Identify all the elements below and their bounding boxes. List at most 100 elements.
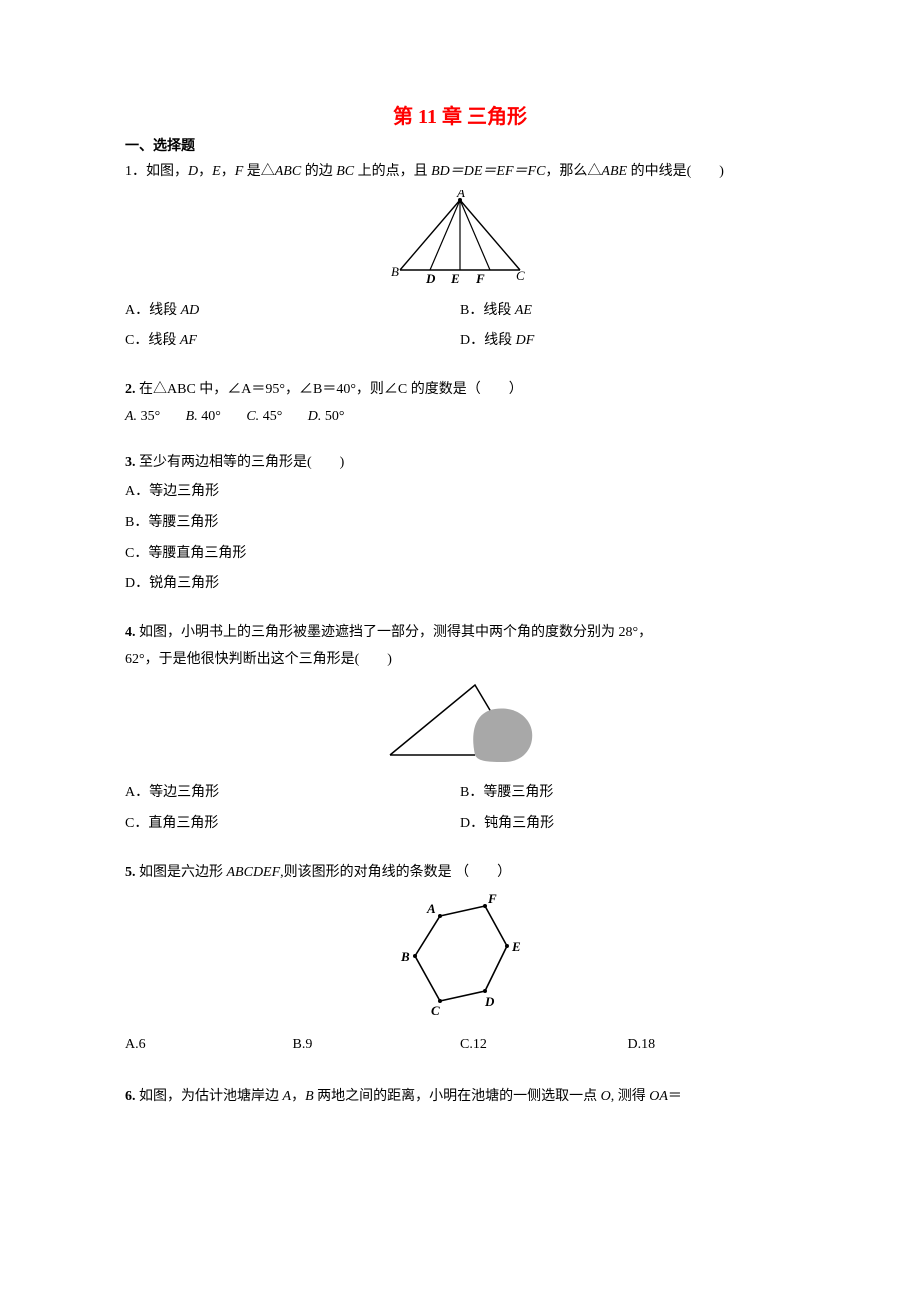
q6-comma: ， — [291, 1089, 305, 1104]
page: 第 11 章 三角形 一、选择题 1．如图，D，E，F 是△ABC 的边 BC … — [0, 0, 920, 1302]
question-6: 6. 如图，为估计池塘岸边 A，B 两地之间的距离，小明在池塘的一侧选取一点 O… — [125, 1084, 795, 1111]
svg-text:C: C — [516, 268, 525, 283]
question-3: 3. 至少有两边相等的三角形是( ) A．等边三角形 B．等腰三角形 C．等腰直… — [125, 450, 795, 600]
q2-opt-c: C. 45° — [246, 404, 282, 431]
q4-options: A．等边三角形 B．等腰三角形 C．直角三角形 D．钝角三角形 — [125, 778, 795, 840]
q5-opt-c: C.12 — [460, 1032, 628, 1059]
q4-opt-a: A．等边三角形 — [125, 778, 460, 809]
q3-opt-b: B．等腰三角形 — [125, 508, 795, 539]
q1-abe: ABE — [601, 164, 627, 179]
q5-num: 5. — [125, 865, 136, 880]
q2-d-lbl: D. — [308, 409, 322, 424]
question-4: 4. 如图，小明书上的三角形被墨迹遮挡了一部分，测得其中两个角的度数分别为 28… — [125, 620, 795, 840]
q2-a-lbl: A. — [125, 409, 137, 424]
q5-figure: A B C D E F — [125, 891, 795, 1026]
question-5: 5. 如图是六边形 ABCDEF,则该图形的对角线的条数是 （ ） A B C … — [125, 860, 795, 1058]
q1-opt-d: D．线段 DF — [460, 326, 795, 357]
q6-stem: 6. 如图，为估计池塘岸边 A，B 两地之间的距离，小明在池塘的一侧选取一点 O… — [125, 1084, 795, 1111]
q1-eq: BD＝DE＝EF＝FC — [431, 164, 545, 179]
question-2: 2. 在△ABC 中，∠A＝95°，∠B＝40°，则∠C 的度数是（ ） A. … — [125, 377, 795, 430]
q6-mid: 两地之间的距离，小明在池塘的一侧选取一点 — [314, 1089, 601, 1104]
q3-options: A．等边三角形 B．等腰三角形 C．等腰直角三角形 D．锐角三角形 — [125, 477, 795, 600]
q1-t1: 如图， — [146, 164, 188, 179]
q1-opt-a: A．线段 AD — [125, 296, 460, 327]
q6-b: B — [305, 1089, 314, 1104]
q1-m1: 是△ — [243, 164, 275, 179]
svg-text:F: F — [475, 271, 485, 285]
q2-b-lbl: B. — [186, 409, 198, 424]
q3-num: 3. — [125, 455, 136, 470]
q5-post: ,则该图形的对角线的条数是 （ ） — [280, 865, 511, 880]
page-title: 第 11 章 三角形 — [125, 100, 795, 129]
q2-b-txt: 40° — [201, 409, 221, 424]
q6-pre: 如图，为估计池塘岸边 — [136, 1089, 283, 1104]
q2-text: 在△ABC 中，∠A＝95°，∠B＝40°，则∠C 的度数是（ ） — [136, 382, 523, 397]
q1-opt-b: B．线段 AE — [460, 296, 795, 327]
q1-opt-b-it: AE — [515, 303, 532, 318]
q4-opt-d: D．钝角三角形 — [460, 809, 795, 840]
q4-opt-c: C．直角三角形 — [125, 809, 460, 840]
q1-m4: ，那么△ — [545, 164, 601, 179]
q6-oa: OA — [649, 1089, 668, 1104]
q1-c2: ， — [221, 164, 235, 179]
q5-opt-d: D.18 — [628, 1032, 796, 1059]
svg-text:F: F — [487, 891, 497, 906]
q3-opt-c: C．等腰直角三角形 — [125, 539, 795, 570]
q4-num: 4. — [125, 625, 136, 640]
svg-text:D: D — [425, 271, 436, 285]
q1-m3: 上的点，且 — [354, 164, 431, 179]
q1-opt-c-it: AF — [180, 333, 197, 348]
q2-opt-a: A. 35° — [125, 404, 160, 431]
q2-a-txt: 35° — [141, 409, 161, 424]
q4-stem: 4. 如图，小明书上的三角形被墨迹遮挡了一部分，测得其中两个角的度数分别为 28… — [125, 620, 795, 647]
q3-stem: 3. 至少有两边相等的三角形是( ) — [125, 450, 795, 477]
q1-bc: BC — [336, 164, 354, 179]
q6-eqend: ＝ — [668, 1089, 682, 1104]
q5-pre: 如图是六边形 — [136, 865, 227, 880]
svg-text:E: E — [511, 939, 521, 954]
q1-opt-d-lbl: D．线段 — [460, 333, 516, 348]
question-1: 1．如图，D，E，F 是△ABC 的边 BC 上的点，且 BD＝DE＝EF＝FC… — [125, 159, 795, 357]
q1-num: 1． — [125, 164, 146, 179]
q3-opt-a: A．等边三角形 — [125, 477, 795, 508]
q5-options: A.6 B.9 C.12 D.18 — [125, 1032, 795, 1059]
q4-stem-2: 62°，于是他很快判断出这个三角形是( ) — [125, 647, 795, 674]
q6-o: O — [601, 1089, 611, 1104]
q1-c1: ， — [198, 164, 212, 179]
q1-v2: E — [212, 164, 221, 179]
triangle-cevians-icon: A B D E F C — [385, 190, 535, 285]
q5-stem: 5. 如图是六边形 ABCDEF,则该图形的对角线的条数是 （ ） — [125, 860, 795, 887]
q2-stem: 2. 在△ABC 中，∠A＝95°，∠B＝40°，则∠C 的度数是（ ） — [125, 377, 795, 404]
q2-num: 2. — [125, 382, 136, 397]
triangle-inkblot-icon — [380, 677, 540, 767]
q5-opt-a: A.6 — [125, 1032, 293, 1059]
section-heading: 一、选择题 — [125, 135, 795, 155]
q2-options: A. 35° B. 40° C. 45° D. 50° — [125, 404, 795, 431]
q4-figure — [125, 677, 795, 772]
svg-text:B: B — [391, 264, 399, 279]
svg-text:B: B — [400, 949, 410, 964]
q1-figure: A B D E F C — [125, 190, 795, 290]
q1-abc: ABC — [275, 164, 301, 179]
q6-mid2: , 测得 — [611, 1089, 650, 1104]
q1-opt-a-it: AD — [181, 303, 200, 318]
q2-opt-b: B. 40° — [186, 404, 221, 431]
q1-opt-c: C．线段 AF — [125, 326, 460, 357]
q2-c-txt: 45° — [263, 409, 283, 424]
q1-opt-b-lbl: B．线段 — [460, 303, 515, 318]
q6-a: A — [283, 1089, 292, 1104]
q4-opt-b: B．等腰三角形 — [460, 778, 795, 809]
q1-stem: 1．如图，D，E，F 是△ABC 的边 BC 上的点，且 BD＝DE＝EF＝FC… — [125, 159, 795, 186]
q1-end: 的中线是( ) — [627, 164, 724, 179]
svg-text:A: A — [456, 190, 465, 200]
hexagon-icon: A B C D E F — [385, 891, 535, 1021]
svg-text:C: C — [431, 1003, 440, 1018]
q2-opt-d: D. 50° — [308, 404, 345, 431]
q1-opt-c-lbl: C．线段 — [125, 333, 180, 348]
svg-text:A: A — [426, 901, 436, 916]
q6-num: 6. — [125, 1089, 136, 1104]
svg-text:D: D — [484, 994, 495, 1009]
q5-opt-b: B.9 — [293, 1032, 461, 1059]
q2-d-txt: 50° — [325, 409, 345, 424]
q5-hex: ABCDEF — [227, 865, 281, 880]
